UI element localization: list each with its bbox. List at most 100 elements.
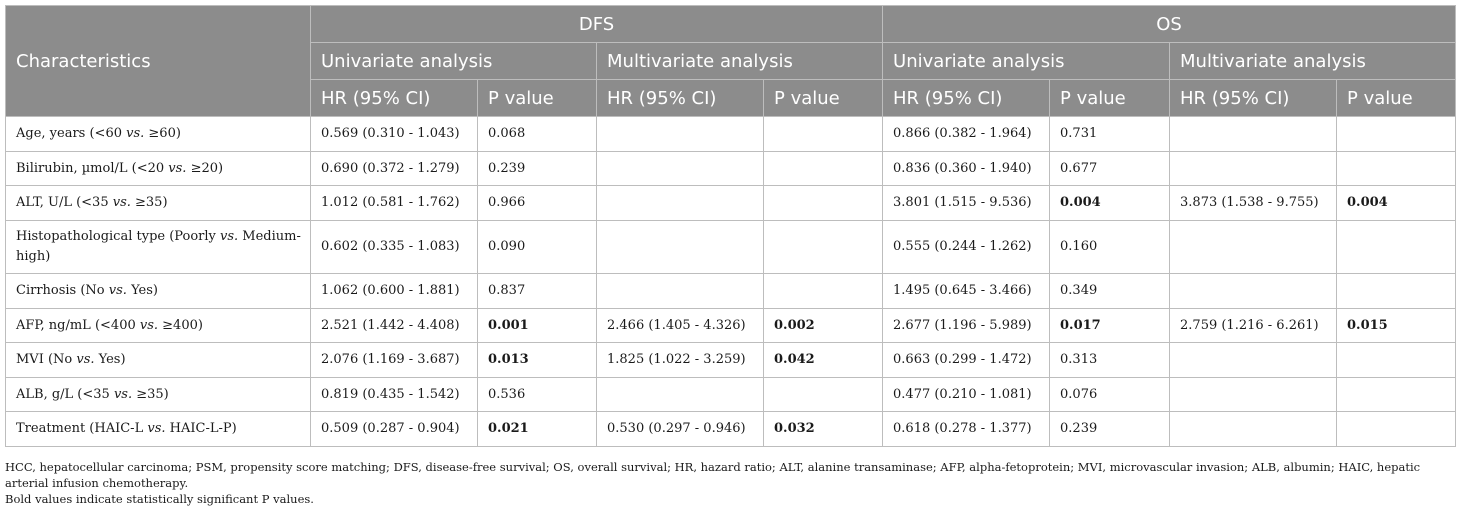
os-multi-hr-cell bbox=[1169, 116, 1338, 152]
table-row: Histopathological type (Poorly vs. Mediu… bbox=[5, 220, 1457, 274]
dfs-univariate-header: Univariate analysis bbox=[310, 42, 597, 80]
os-uni-p-cell: 0.160 bbox=[1049, 220, 1171, 274]
dfs-multi-p-cell: 0.002 bbox=[762, 308, 884, 343]
dfs-uni-hr-cell: 0.509 (0.287 - 0.904) bbox=[310, 411, 478, 447]
dfs-multi-hr-header: HR (95% CI) bbox=[596, 79, 764, 117]
characteristic-cell: Cirrhosis (No vs. Yes) bbox=[5, 273, 311, 309]
dfs-uni-hr-cell: 0.690 (0.372 - 1.279) bbox=[310, 151, 478, 186]
characteristics-header: Characteristics bbox=[5, 5, 311, 117]
characteristic-cell: ALB, g/L (<35 vs. ≥35) bbox=[5, 377, 311, 412]
dfs-multi-p-cell bbox=[762, 377, 884, 412]
dfs-multi-p-cell bbox=[762, 116, 884, 152]
os-multi-p-cell bbox=[1336, 151, 1457, 186]
os-uni-p-cell: 0.313 bbox=[1049, 342, 1171, 378]
os-multi-p-cell bbox=[1336, 411, 1457, 447]
dfs-uni-p-cell: 0.013 bbox=[477, 342, 597, 378]
os-uni-hr-header: HR (95% CI) bbox=[882, 79, 1051, 117]
os-multi-p-cell bbox=[1336, 377, 1457, 412]
os-multi-hr-cell bbox=[1169, 411, 1338, 447]
os-header: OS bbox=[882, 5, 1457, 43]
dfs-uni-p-cell: 0.001 bbox=[477, 308, 597, 343]
results-table-container: Characteristics DFS OS Univariate analys… bbox=[5, 5, 1457, 447]
dfs-multi-p-cell bbox=[762, 185, 884, 221]
dfs-uni-p-cell: 0.239 bbox=[477, 151, 597, 186]
table-footnotes: HCC, hepatocellular carcinoma; PSM, prop… bbox=[5, 459, 1455, 507]
os-uni-p-cell: 0.076 bbox=[1049, 377, 1171, 412]
dfs-uni-p-cell: 0.966 bbox=[477, 185, 597, 221]
os-uni-p-cell: 0.004 bbox=[1049, 185, 1171, 221]
dfs-uni-p-cell: 0.068 bbox=[477, 116, 597, 152]
table-header: Characteristics DFS OS Univariate analys… bbox=[5, 5, 1457, 117]
os-multi-hr-cell bbox=[1169, 273, 1338, 309]
dfs-multivariate-header: Multivariate analysis bbox=[595, 42, 884, 80]
os-uni-p-cell: 0.017 bbox=[1049, 308, 1171, 343]
cox-regression-table: Characteristics DFS OS Univariate analys… bbox=[5, 5, 1457, 447]
bold-values-note: Bold values indicate statistically signi… bbox=[5, 492, 314, 506]
os-multi-hr-cell bbox=[1169, 377, 1338, 412]
os-multi-hr-cell: 2.759 (1.216 - 6.261) bbox=[1169, 308, 1338, 343]
os-uni-hr-cell: 3.801 (1.515 - 9.536) bbox=[882, 185, 1051, 221]
dfs-multi-hr-cell bbox=[596, 220, 764, 274]
os-multi-p-cell: 0.015 bbox=[1336, 308, 1457, 343]
dfs-uni-hr-cell: 2.076 (1.169 - 3.687) bbox=[310, 342, 478, 378]
os-multi-p-header: P value bbox=[1336, 79, 1457, 117]
dfs-multi-p-cell bbox=[762, 220, 884, 274]
os-multi-p-cell bbox=[1336, 342, 1457, 378]
os-uni-hr-cell: 0.618 (0.278 - 1.377) bbox=[882, 411, 1051, 447]
dfs-multi-hr-cell bbox=[596, 377, 764, 412]
dfs-multi-hr-cell: 2.466 (1.405 - 4.326) bbox=[596, 308, 764, 343]
dfs-multi-hr-cell: 0.530 (0.297 - 0.946) bbox=[596, 411, 764, 447]
os-uni-hr-cell: 1.495 (0.645 - 3.466) bbox=[882, 273, 1051, 309]
os-uni-p-header: P value bbox=[1049, 79, 1171, 117]
dfs-multi-hr-cell bbox=[596, 116, 764, 152]
os-uni-hr-cell: 0.555 (0.244 - 1.262) bbox=[882, 220, 1051, 274]
dfs-uni-hr-header: HR (95% CI) bbox=[310, 79, 478, 117]
characteristic-cell: Treatment (HAIC-L vs. HAIC-L-P) bbox=[5, 411, 311, 447]
characteristic-cell: Age, years (<60 vs. ≥60) bbox=[5, 116, 311, 152]
os-uni-hr-cell: 0.836 (0.360 - 1.940) bbox=[882, 151, 1051, 186]
os-uni-p-cell: 0.239 bbox=[1049, 411, 1171, 447]
os-multi-p-cell bbox=[1336, 273, 1457, 309]
table-row: ALT, U/L (<35 vs. ≥35) 1.012 (0.581 - 1.… bbox=[5, 185, 1457, 221]
dfs-multi-hr-cell bbox=[596, 273, 764, 309]
os-univariate-header: Univariate analysis bbox=[882, 42, 1171, 80]
dfs-multi-p-cell: 0.042 bbox=[762, 342, 884, 378]
table-row: Age, years (<60 vs. ≥60) 0.569 (0.310 - … bbox=[5, 116, 1457, 152]
os-multi-hr-cell bbox=[1169, 342, 1338, 378]
os-uni-hr-cell: 0.477 (0.210 - 1.081) bbox=[882, 377, 1051, 412]
os-multi-p-cell: 0.004 bbox=[1336, 185, 1457, 221]
abbreviations-note: HCC, hepatocellular carcinoma; PSM, prop… bbox=[5, 460, 1421, 490]
os-uni-hr-cell: 0.663 (0.299 - 1.472) bbox=[882, 342, 1051, 378]
dfs-multi-p-cell bbox=[762, 151, 884, 186]
dfs-multi-p-cell: 0.032 bbox=[762, 411, 884, 447]
table-row: Bilirubin, µmol/L (<20 vs. ≥20) 0.690 (0… bbox=[5, 151, 1457, 186]
dfs-uni-hr-cell: 0.602 (0.335 - 1.083) bbox=[310, 220, 478, 274]
os-multi-hr-cell bbox=[1169, 220, 1338, 274]
os-multi-hr-cell: 3.873 (1.538 - 9.755) bbox=[1169, 185, 1338, 221]
characteristic-cell: Histopathological type (Poorly vs. Mediu… bbox=[5, 220, 311, 274]
dfs-uni-p-header: P value bbox=[477, 79, 597, 117]
dfs-header: DFS bbox=[309, 5, 884, 43]
dfs-multi-hr-cell bbox=[596, 185, 764, 221]
dfs-uni-p-cell: 0.837 bbox=[477, 273, 597, 309]
os-multi-p-cell bbox=[1336, 116, 1457, 152]
dfs-multi-p-cell bbox=[762, 273, 884, 309]
characteristic-cell: ALT, U/L (<35 vs. ≥35) bbox=[5, 185, 311, 221]
table-row: Cirrhosis (No vs. Yes) 1.062 (0.600 - 1.… bbox=[5, 273, 1457, 309]
characteristic-cell: Bilirubin, µmol/L (<20 vs. ≥20) bbox=[5, 151, 311, 186]
table-row: AFP, ng/mL (<400 vs. ≥400) 2.521 (1.442 … bbox=[5, 308, 1457, 343]
table-row: MVI (No vs. Yes) 2.076 (1.169 - 3.687) 0… bbox=[5, 342, 1457, 378]
dfs-uni-p-cell: 0.536 bbox=[477, 377, 597, 412]
characteristic-cell: MVI (No vs. Yes) bbox=[5, 342, 311, 378]
os-multi-hr-cell bbox=[1169, 151, 1338, 186]
os-uni-hr-cell: 0.866 (0.382 - 1.964) bbox=[882, 116, 1051, 152]
dfs-uni-hr-cell: 1.012 (0.581 - 1.762) bbox=[310, 185, 478, 221]
dfs-uni-hr-cell: 1.062 (0.600 - 1.881) bbox=[310, 273, 478, 309]
os-uni-p-cell: 0.677 bbox=[1049, 151, 1171, 186]
os-multi-hr-header: HR (95% CI) bbox=[1169, 79, 1338, 117]
characteristic-cell: AFP, ng/mL (<400 vs. ≥400) bbox=[5, 308, 311, 343]
os-uni-p-cell: 0.349 bbox=[1049, 273, 1171, 309]
dfs-uni-hr-cell: 0.819 (0.435 - 1.542) bbox=[310, 377, 478, 412]
dfs-multi-hr-cell bbox=[596, 151, 764, 186]
os-multivariate-header: Multivariate analysis bbox=[1169, 42, 1457, 80]
